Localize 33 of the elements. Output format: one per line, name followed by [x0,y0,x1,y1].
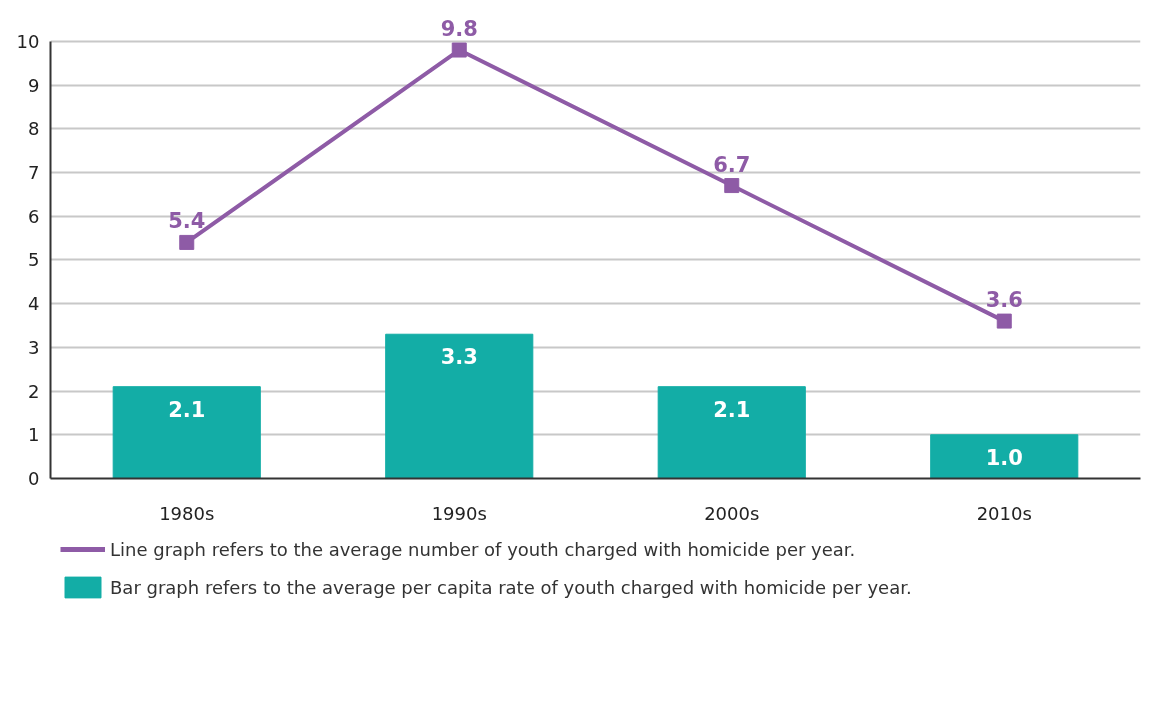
y-tick-label: 9 [28,74,40,96]
data-label: 2.1 [713,397,751,422]
y-tick-label: 3 [28,336,40,358]
y-tick-label: 6 [28,205,40,227]
data-label: 3.6 [985,288,1023,313]
y-tick-label: 5 [28,249,40,271]
y-tick-label: 7 [28,161,40,183]
legend-label: Bar graph refers to the average per capita rate of youth charged with homicide per year. [110,576,912,598]
legend-label: Line graph refers to the average number of youth charged with homicide per year. [110,538,856,560]
point [179,234,195,250]
x-tick-label: 2010s [976,502,1032,524]
data-label: 3.3 [440,345,478,370]
data-label: 6.7 [713,152,751,177]
bar [657,386,806,479]
y-tick-label: 8 [28,118,40,140]
point [451,42,467,58]
y-tick-label: 4 [28,293,40,315]
point [996,313,1012,329]
data-label: 9.8 [440,17,478,42]
y-tick-label: 0 [28,468,40,489]
bar [930,434,1079,479]
x-tick-label: 1980s [159,502,215,524]
y-tick-label: 2 [28,380,40,402]
y-tick-label: 10 [16,30,40,52]
x-tick-label: 1990s [431,502,487,524]
data-label: 2.1 [168,397,206,422]
bar [112,386,261,479]
data-label: 1.0 [985,445,1023,470]
point [724,178,740,194]
bar [385,333,534,479]
data-label: 5.4 [168,209,206,234]
x-tick-label: 2000s [704,502,760,524]
y-tick-label: 1 [28,424,40,446]
